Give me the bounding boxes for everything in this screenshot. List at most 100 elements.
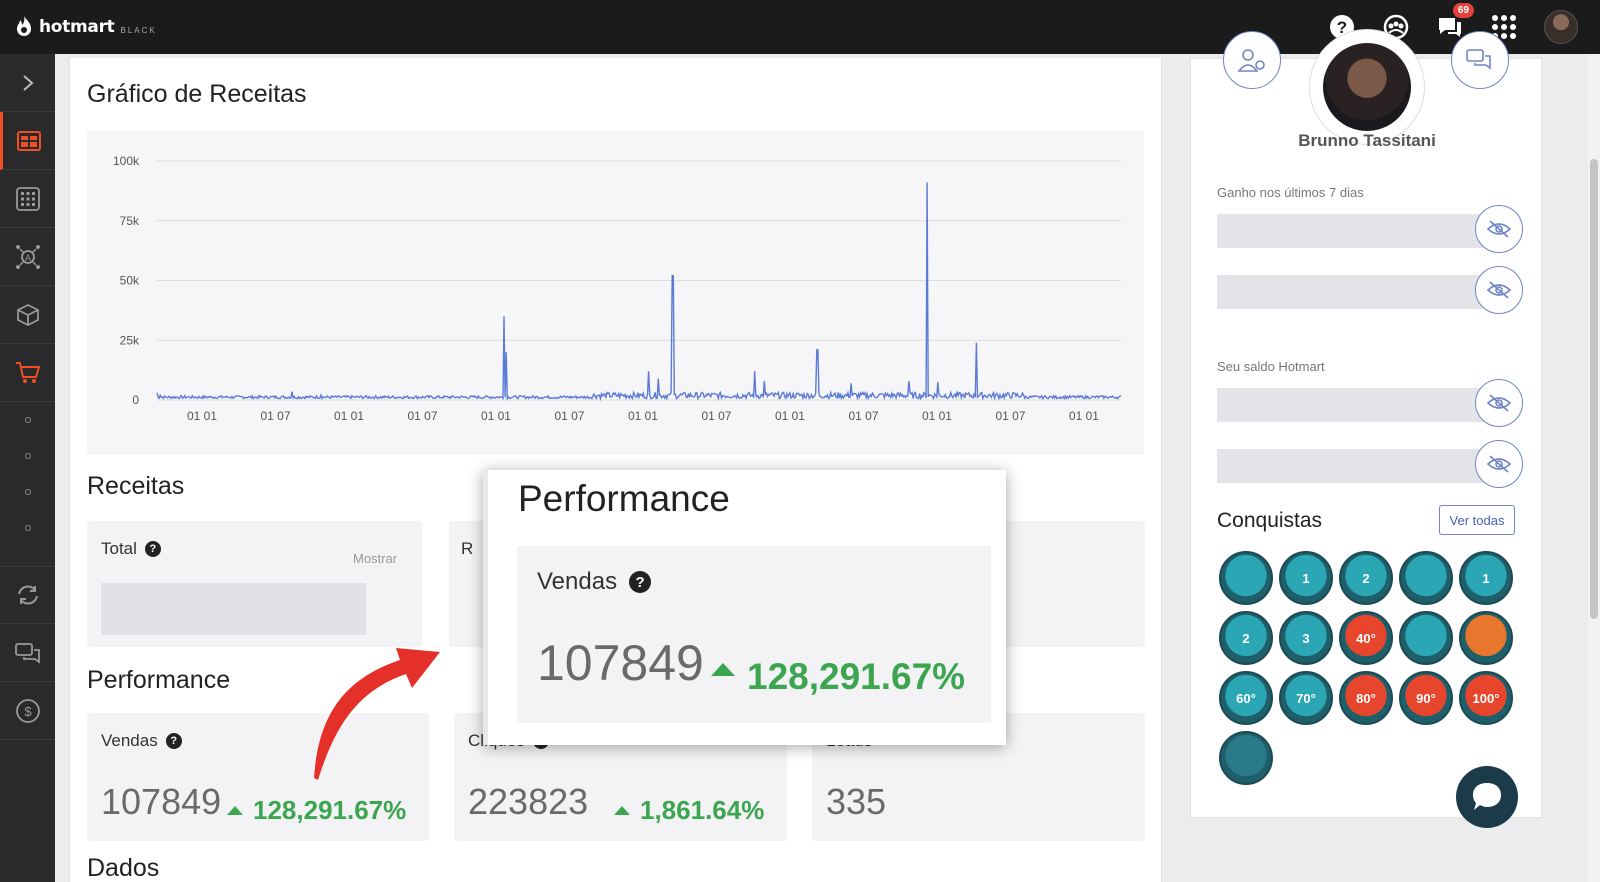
mostrar-link[interactable]: Mostrar — [353, 551, 398, 566]
badge-60-icon[interactable]: 60° — [1219, 671, 1273, 725]
profile-photo[interactable] — [1309, 29, 1425, 145]
hidden-value-bar — [1217, 449, 1497, 483]
svg-text:$: $ — [24, 704, 32, 719]
badge-trophy-icon[interactable] — [1399, 551, 1453, 605]
x-tick-label: 01 01 — [334, 409, 364, 423]
badge-pyramid-icon[interactable] — [1459, 611, 1513, 665]
see-all-button[interactable]: Ver todas — [1439, 505, 1515, 535]
revenue-chart[interactable]: 0 25k 50k 75k 100k 01 01 01 07 01 01 01 07 01 01 0… — [87, 130, 1144, 455]
subscriptions-icon[interactable] — [0, 566, 55, 624]
zoomed-performance-card: Performance Vendas ? 107849 128,291.67% — [483, 470, 1006, 745]
messages-icon[interactable] — [0, 624, 55, 682]
flame-icon — [17, 16, 31, 36]
zoom-vendas-growth: 128,291.67% — [711, 656, 965, 698]
eye-off-icon[interactable] — [1475, 379, 1523, 427]
sidebar-dot[interactable] — [0, 474, 55, 510]
expand-icon[interactable] — [0, 54, 55, 112]
hidden-value-bar — [1217, 275, 1497, 309]
x-tick-label: 01 01 — [775, 409, 805, 423]
x-tick-label: 01 01 — [1069, 409, 1099, 423]
x-tick-label: 01 01 — [922, 409, 952, 423]
badge-second-sale-icon[interactable]: 2 — [1339, 551, 1393, 605]
profile-name: Brunno Tassitani — [1298, 131, 1436, 150]
y-tick-label: 100k — [113, 154, 140, 168]
badge-ninja-icon[interactable] — [1399, 611, 1453, 665]
y-tick-label: 25k — [120, 333, 140, 347]
eye-off-icon[interactable] — [1475, 205, 1523, 253]
badge-money-1-icon[interactable]: 1 — [1459, 551, 1513, 605]
messages-icon[interactable] — [1451, 31, 1509, 89]
up-arrow-icon — [614, 806, 630, 815]
badge-rocket-icon[interactable] — [1219, 731, 1273, 785]
badge-registration-icon[interactable] — [1219, 551, 1273, 605]
zoom-vendas-card: Vendas ? 107849 128,291.67% — [517, 546, 991, 723]
badge-90-icon[interactable]: 90° — [1399, 671, 1453, 725]
sidebar-dot[interactable] — [0, 438, 55, 474]
scrollbar[interactable] — [1588, 54, 1600, 882]
package-icon[interactable] — [0, 286, 55, 344]
up-arrow-icon — [227, 806, 243, 815]
receitas-title: Receitas — [87, 472, 185, 500]
dashboard-icon[interactable] — [0, 112, 55, 170]
chat-icon[interactable]: 69 — [1436, 3, 1474, 41]
vendas-growth: 128,291.67% — [227, 795, 406, 826]
hidden-value-bar — [1217, 214, 1497, 248]
help-icon[interactable]: ? — [165, 733, 182, 749]
zoom-title: Performance — [518, 478, 730, 519]
zoom-growth-value: 128,291.67% — [747, 656, 966, 697]
y-tick-label: 0 — [132, 393, 139, 407]
up-arrow-icon — [711, 662, 735, 676]
vendas-value: 107849 — [101, 781, 222, 822]
badge-80-icon[interactable]: 80° — [1339, 671, 1393, 725]
badge-40-degrees-icon[interactable]: 40° — [1339, 611, 1393, 665]
x-tick-label: 01 01 — [481, 409, 511, 423]
vendas-label: Vendas — [101, 731, 158, 750]
vendas-card: Vendas ? 107849 128,291.67% — [87, 713, 429, 841]
svg-text:?: ? — [1337, 18, 1347, 37]
cart-icon[interactable] — [0, 344, 55, 402]
affiliates-icon[interactable]: A — [0, 228, 55, 286]
notification-badge: 69 — [1452, 3, 1474, 18]
top-bar: hotmart BLACK ? 69 — [0, 0, 1600, 54]
performance-title: Performance — [87, 666, 231, 694]
cliques-growth-value: 1,861.64% — [640, 795, 765, 825]
x-tick-label: 01 07 — [848, 409, 878, 423]
y-tick-label: 75k — [120, 214, 140, 228]
scrollbar-thumb[interactable] — [1590, 159, 1598, 619]
x-tick-label: 01 07 — [554, 409, 584, 423]
profile-panel: Brunno Tassitani Ganho nos últimos 7 dia… — [1190, 29, 1542, 818]
x-tick-label: 01 07 — [701, 409, 731, 423]
x-tick-label: 01 07 — [260, 409, 290, 423]
logo-text: hotmart — [39, 17, 115, 37]
x-tick-label: 01 07 — [995, 409, 1025, 423]
badge-first-sale-icon[interactable]: 1 — [1279, 551, 1333, 605]
balance-label: Seu saldo Hotmart — [1217, 359, 1325, 374]
receitas-total-card: Total ? Mostrar — [87, 521, 422, 647]
chart-title: Gráfico de Receitas — [87, 80, 307, 108]
badge-70-icon[interactable]: 70° — [1279, 671, 1333, 725]
zoom-vendas-value: 107849 — [537, 635, 704, 691]
sidebar-dot[interactable] — [0, 402, 55, 438]
eye-off-icon[interactable] — [1475, 266, 1523, 314]
logo-suffix: BLACK — [120, 25, 157, 35]
user-avatar[interactable] — [1544, 10, 1578, 44]
badge-money-2-icon[interactable]: 2 — [1219, 611, 1273, 665]
help-icon[interactable]: ? — [629, 571, 652, 593]
user-settings-icon[interactable] — [1223, 31, 1281, 89]
cliques-value: 223823 — [468, 781, 589, 822]
badge-money-3-icon[interactable]: 3 — [1279, 611, 1333, 665]
next-section-title: Dados — [87, 854, 160, 882]
finance-icon[interactable]: $ — [0, 682, 55, 740]
x-tick-label: 01 07 — [407, 409, 437, 423]
revenue-series-line — [156, 182, 1122, 402]
products-grid-icon[interactable] — [0, 170, 55, 228]
eye-off-icon[interactable] — [1475, 440, 1523, 488]
hidden-value-bar — [101, 583, 366, 635]
zoom-vendas-label: Vendas — [537, 568, 618, 595]
sidebar-dot[interactable] — [0, 510, 55, 546]
help-icon[interactable]: ? — [144, 541, 161, 557]
badge-100-icon[interactable]: 100° — [1459, 671, 1513, 725]
hotmart-logo[interactable]: hotmart BLACK — [14, 15, 157, 39]
x-tick-label: 01 01 — [628, 409, 658, 423]
chat-support-button[interactable] — [1456, 766, 1518, 828]
